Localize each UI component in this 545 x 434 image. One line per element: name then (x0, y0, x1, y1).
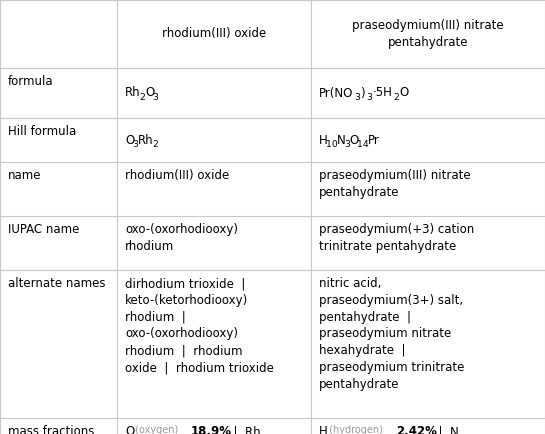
Text: N: N (337, 134, 346, 147)
Text: Pr(NO: Pr(NO (319, 86, 353, 99)
Text: 2: 2 (152, 140, 158, 149)
Text: 3: 3 (354, 93, 360, 102)
Text: H: H (319, 134, 328, 147)
Text: name: name (8, 169, 41, 182)
Text: IUPAC name: IUPAC name (8, 223, 80, 236)
Text: (oxygen): (oxygen) (132, 425, 181, 434)
Text: O: O (399, 86, 408, 99)
Text: 18.9%: 18.9% (191, 425, 232, 434)
Text: 14: 14 (356, 140, 368, 149)
Text: Rh: Rh (138, 134, 154, 147)
Text: O: O (125, 425, 135, 434)
Text: Pr: Pr (368, 134, 379, 147)
Text: (hydrogen): (hydrogen) (326, 425, 386, 434)
Text: oxo-(oxorhodiooxy)
rhodium: oxo-(oxorhodiooxy) rhodium (125, 223, 238, 253)
Text: praseodymium(III) nitrate
pentahydrate: praseodymium(III) nitrate pentahydrate (352, 19, 504, 49)
Text: Rh: Rh (125, 86, 141, 99)
Text: rhodium(III) oxide: rhodium(III) oxide (162, 27, 266, 40)
Text: |  Rh: | Rh (226, 425, 261, 434)
Text: dirhodium trioxide  |
keto-(ketorhodiooxy)
rhodium  |
oxo-(oxorhodiooxy)
rhodium: dirhodium trioxide | keto-(ketorhodiooxy… (125, 277, 274, 374)
Text: O: O (125, 134, 135, 147)
Text: ·5H: ·5H (372, 86, 392, 99)
Text: Hill formula: Hill formula (8, 125, 76, 138)
Text: H: H (319, 425, 328, 434)
Text: |  N: | N (431, 425, 459, 434)
Text: 10: 10 (326, 140, 337, 149)
Text: 2.42%: 2.42% (396, 425, 437, 434)
Text: rhodium(III) oxide: rhodium(III) oxide (125, 169, 229, 182)
Text: O: O (349, 134, 359, 147)
Text: praseodymium(III) nitrate
pentahydrate: praseodymium(III) nitrate pentahydrate (319, 169, 470, 199)
Text: 3: 3 (152, 93, 158, 102)
Text: O: O (145, 86, 154, 99)
Text: mass fractions: mass fractions (8, 425, 94, 434)
Text: formula: formula (8, 75, 53, 88)
Text: 2: 2 (393, 93, 399, 102)
Text: ): ) (360, 86, 364, 99)
Text: alternate names: alternate names (8, 277, 106, 290)
Text: 2: 2 (140, 93, 145, 102)
Text: nitric acid,
praseodymium(3+) salt,
pentahydrate  |
praseodymium nitrate
hexahyd: nitric acid, praseodymium(3+) salt, pent… (319, 277, 464, 391)
Text: 3: 3 (344, 140, 350, 149)
Text: 3: 3 (132, 140, 138, 149)
Text: 3: 3 (367, 93, 373, 102)
Text: praseodymium(+3) cation
trinitrate pentahydrate: praseodymium(+3) cation trinitrate penta… (319, 223, 474, 253)
